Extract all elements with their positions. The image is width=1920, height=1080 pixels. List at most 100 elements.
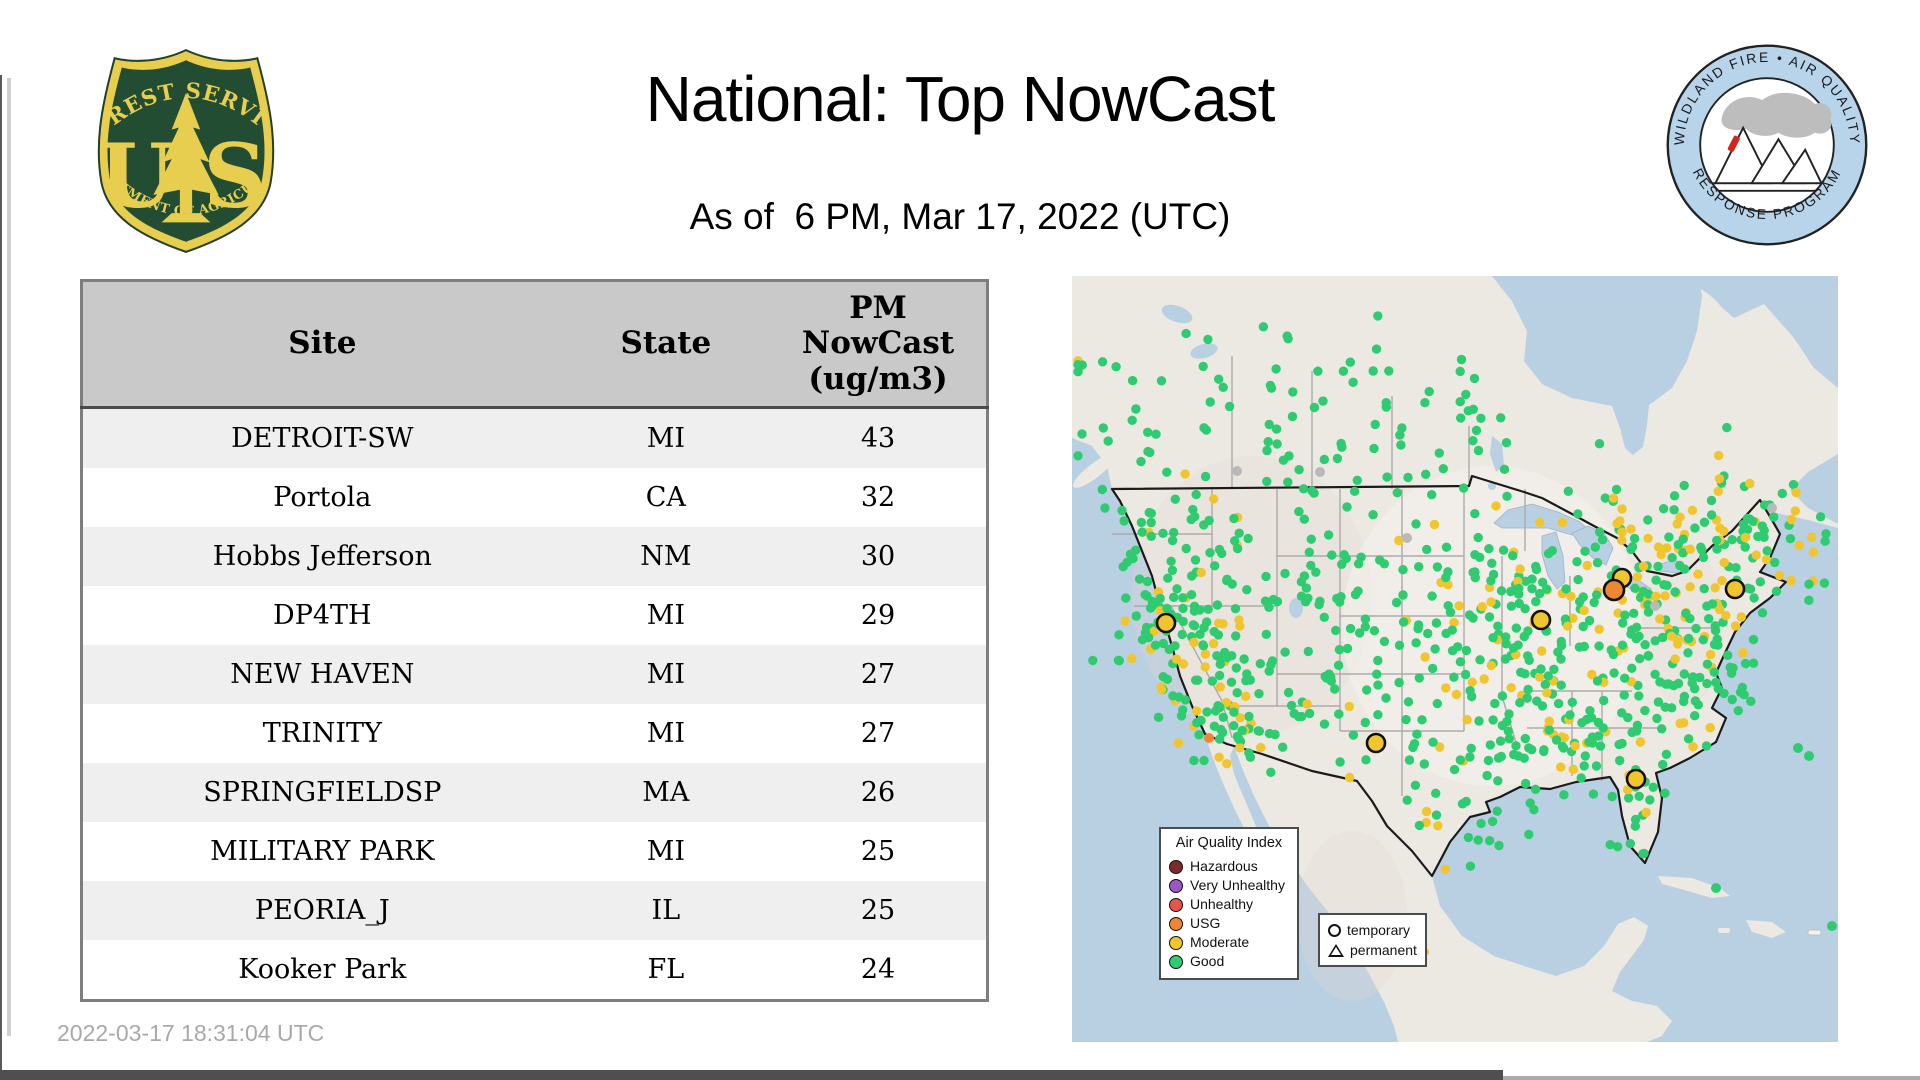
monitor-dot — [1567, 697, 1577, 707]
monitor-dot — [1678, 534, 1688, 544]
monitor-dot — [1181, 543, 1191, 554]
monitor-dot — [1723, 650, 1733, 660]
monitor-dot — [1611, 484, 1622, 495]
monitor-dot — [1476, 413, 1486, 423]
monitor-dot — [1423, 628, 1433, 639]
monitor-dot — [1264, 728, 1275, 739]
monitor-dot — [1229, 513, 1239, 524]
monitor-dot — [1280, 568, 1290, 579]
monitor-dot — [1794, 540, 1804, 550]
monitor-dot — [1719, 526, 1729, 536]
monitor-dot — [1404, 755, 1415, 765]
monitor-dot — [1740, 542, 1750, 552]
monitor-dot — [1441, 542, 1452, 552]
monitor-dot — [1470, 573, 1480, 583]
usfs-tree-base — [161, 213, 211, 223]
monitor-dot — [1235, 743, 1245, 753]
monitor-dot — [1214, 670, 1225, 681]
monitor-dot — [1544, 725, 1554, 735]
aqi-legend-label: Hazardous — [1190, 858, 1258, 874]
monitor-dot — [1461, 645, 1472, 656]
monitor-dot — [1722, 422, 1732, 433]
monitor-dot — [1806, 532, 1817, 542]
monitor-dot — [1652, 713, 1662, 724]
monitor-dot — [1232, 688, 1242, 698]
aqi-legend-label: Unhealthy — [1190, 896, 1254, 912]
monitor-dots-layer — [1073, 311, 1837, 957]
monitor-dot — [1457, 799, 1468, 809]
aqi-legend-item: Hazardous — [1169, 857, 1289, 876]
monitor-dot — [1589, 597, 1599, 608]
monitor-dot — [1629, 533, 1640, 544]
monitor-dot — [1142, 576, 1153, 587]
monitor-dot — [1748, 658, 1759, 668]
table-row: Portola CA 32 — [81, 468, 988, 527]
top-site-marker-moderate — [1530, 609, 1552, 631]
monitor-dot — [1200, 471, 1211, 482]
monitor-dot — [1411, 519, 1421, 529]
monitor-dot — [1740, 658, 1751, 669]
monitor-dot — [1687, 672, 1698, 682]
monitor-dot — [1449, 672, 1459, 682]
monitor-dot — [1683, 734, 1694, 744]
monitor-dot — [1740, 532, 1750, 543]
monitor-dot — [1348, 377, 1358, 387]
monitor-dot — [1214, 544, 1225, 555]
monitor-dot — [1215, 702, 1225, 713]
monitor-dot — [1651, 591, 1661, 601]
monitor-dot — [1579, 605, 1589, 616]
monitor-dot — [1421, 469, 1431, 479]
monitor-dot — [1097, 357, 1108, 367]
monitor-dot — [1402, 533, 1412, 543]
monitor-dot — [1618, 618, 1628, 628]
monitor-dot — [1145, 603, 1156, 613]
aqi-legend-item: Good — [1169, 952, 1289, 971]
monitor-dot — [1411, 638, 1421, 648]
monitor-dot — [1153, 712, 1164, 722]
monitor-dot — [1658, 632, 1668, 643]
monitor-dot — [1229, 721, 1239, 731]
site-cell: PEORIA_J — [254, 895, 390, 926]
monitor-dot — [1667, 703, 1677, 713]
monitor-dot — [1525, 798, 1535, 808]
usfs-logo: FOREST SERVICE U S DEPARTMENT OF AGRICUL… — [74, 44, 275, 253]
monitor-dot — [1455, 366, 1465, 377]
legend-temporary-row: temporary — [1328, 920, 1417, 940]
monitor-dot — [1121, 593, 1131, 603]
monitor-dot — [1543, 671, 1553, 681]
monitor-dot — [1131, 404, 1141, 414]
monitor-dot — [1790, 506, 1800, 516]
top-site-marker-usg — [1602, 578, 1626, 602]
monitor-dot — [1266, 767, 1276, 777]
monitor-dot — [1487, 816, 1498, 827]
monitor-dot — [1222, 759, 1232, 769]
monitor-dot — [1178, 659, 1188, 669]
monitor-dot — [1430, 644, 1440, 654]
monitor-dot — [1412, 729, 1422, 739]
site-cell: TRINITY — [262, 718, 382, 749]
monitor-dot — [1655, 614, 1665, 624]
monitor-dot — [1827, 921, 1837, 931]
monitor-dot — [1626, 524, 1636, 534]
monitor-dot — [1563, 621, 1573, 631]
monitor-dot — [1111, 362, 1121, 372]
monitor-dot — [1212, 600, 1223, 610]
monitor-dot — [1402, 795, 1412, 805]
monitor-dot — [1699, 517, 1710, 527]
monitor-dot — [1422, 544, 1432, 555]
vancouver-island — [1073, 454, 1115, 488]
monitor-dot — [1605, 840, 1615, 850]
monitor-dot — [1627, 542, 1638, 552]
monitor-dot — [1144, 507, 1154, 518]
monitor-dot — [1578, 621, 1588, 632]
monitor-dot — [1294, 465, 1304, 475]
monitor-dot — [1120, 616, 1130, 626]
monitor-dot — [1178, 593, 1188, 603]
monitor-dot — [1497, 691, 1508, 701]
monitor-dot — [1151, 429, 1161, 439]
monitor-dot — [1473, 532, 1483, 543]
monitor-dot — [1187, 571, 1197, 581]
window-bottom-bar-right — [1503, 1076, 1920, 1080]
monitor-dot — [1294, 506, 1304, 517]
monitor-dot — [1770, 557, 1780, 568]
